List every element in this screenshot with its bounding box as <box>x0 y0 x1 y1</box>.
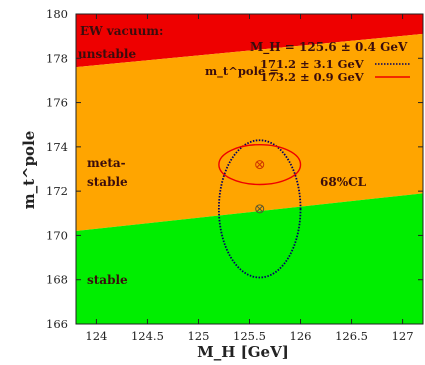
y-tick-label: 170 <box>46 228 68 242</box>
x-tick-label: 126.5 <box>335 329 368 343</box>
legend-entry-2: 173.2 ± 0.9 GeV <box>260 70 365 84</box>
y-tick-label: 178 <box>46 51 68 65</box>
legend-mh-text: M_H = 125.6 ± 0.4 GeV <box>250 40 408 55</box>
metastable-label-line1: meta- <box>87 156 126 170</box>
x-tick-label: 127 <box>392 329 414 343</box>
legend-entry-1: 171.2 ± 3.1 GeV <box>260 57 365 71</box>
ellipse-center-marker-2 <box>255 160 265 170</box>
y-tick-label: 168 <box>46 273 68 287</box>
x-axis-title: M_H [GeV] <box>197 343 289 361</box>
ticks-layer: 124 124.5 125 125.5 126 126.5 127 166 168 170 172 1… <box>46 7 423 343</box>
ellipse-1 <box>217 139 302 279</box>
legend-mt-prefix: m_t^pole = <box>205 64 279 79</box>
y-axis-title: m_t^pole <box>20 131 38 210</box>
y-tick-label: 172 <box>46 184 68 198</box>
region-metastable <box>76 33 423 231</box>
y-tick-label: 176 <box>46 96 68 110</box>
y-tick-label: 180 <box>46 7 68 21</box>
ellipse-2 <box>218 143 302 186</box>
metastable-label-line2: stable <box>87 175 128 189</box>
ellipse-center-marker-1 <box>255 204 265 214</box>
cl-label: 68%CL <box>320 175 367 189</box>
y-tick-label: 174 <box>46 140 68 154</box>
x-tick-label: 124.5 <box>131 329 164 343</box>
y-tick-label: 166 <box>46 317 68 331</box>
unstable-label-line1: EW vacuum: <box>80 24 163 38</box>
x-tick-label: 124 <box>85 329 107 343</box>
x-tick-label: 125 <box>187 329 209 343</box>
regions-layer <box>76 14 423 324</box>
ellipses-layer <box>217 139 302 279</box>
region-stable <box>76 193 423 324</box>
unstable-label-line2: unstable <box>78 47 136 61</box>
x-tick-label: 125.5 <box>233 329 266 343</box>
x-tick-label: 126 <box>290 329 312 343</box>
stable-label: stable <box>87 273 128 287</box>
region-unstable <box>76 14 423 68</box>
